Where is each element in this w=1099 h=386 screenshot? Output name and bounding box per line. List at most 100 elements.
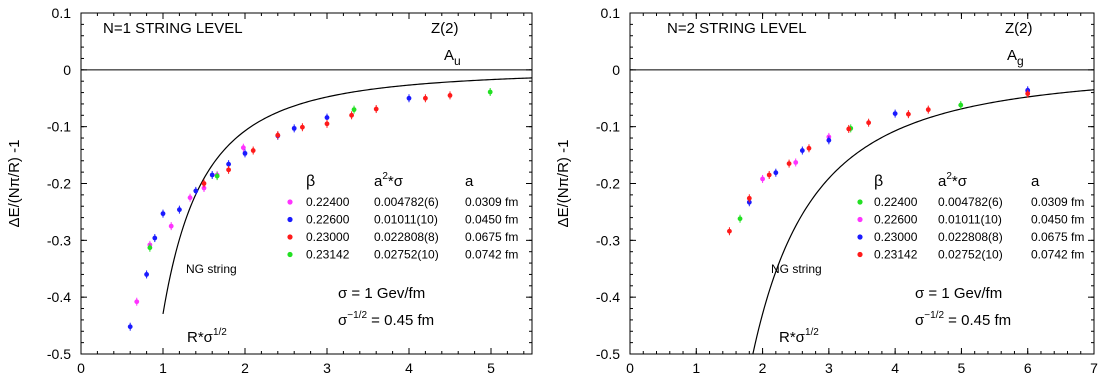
legend-marker (287, 216, 293, 223)
sigma-half-sup: −1/2 (347, 310, 367, 321)
legend-header-a: a (1031, 173, 1040, 190)
data-point (773, 170, 779, 176)
data-point (201, 185, 207, 191)
legend-a2sigma: 0.022808(8) (938, 230, 1003, 244)
legend: β a2*σ a 0.22400 0.004782(6) 0.0309 fm 0.22600… (287, 171, 518, 262)
data-point (373, 106, 379, 112)
data-point (766, 172, 772, 178)
x-tick-label: 0 (626, 360, 634, 376)
legend-beta: 0.22600 (306, 213, 350, 227)
y-tick-label: -0.1 (47, 119, 71, 135)
data-point (793, 160, 799, 165)
data-point (826, 137, 832, 143)
legend-header-rest: *σ (388, 173, 404, 190)
legend-header-rest: *σ (952, 173, 968, 190)
sigma-half-sup: −1/2 (924, 310, 944, 321)
legend-beta: 0.23000 (306, 230, 350, 244)
data-point (447, 93, 453, 98)
data-point (187, 195, 193, 201)
x-tick-label: 3 (825, 360, 833, 376)
data-point (134, 299, 140, 305)
sigma-half-rest: = 0.45 fm (367, 312, 434, 329)
data-point (240, 145, 246, 151)
legend-a: 0.0450 fm (1031, 213, 1084, 227)
x-tick-label: 3 (323, 360, 331, 376)
legend-a2sigma: 0.01011(10) (938, 213, 1002, 227)
legend-a2sigma: 0.004782(6) (374, 195, 439, 209)
x-axis-label-sup: 1/2 (805, 327, 819, 338)
y-tick-label: 0.1 (601, 5, 621, 21)
data-point (737, 216, 743, 222)
legend-a2sigma: 0.004782(6) (938, 195, 1003, 209)
legend-a2sigma: 0.01011(10) (374, 213, 438, 227)
x-tick-label: 5 (487, 360, 495, 376)
data-point (201, 181, 207, 186)
ng-string-label: NG string (186, 262, 237, 276)
x-axis-label-sup: 1/2 (213, 327, 227, 338)
data-point (324, 121, 330, 127)
sigma-half-rest: = 0.45 fm (944, 312, 1011, 329)
ng-string-curve (162, 77, 533, 315)
data-point (786, 161, 792, 167)
ng-string-label: NG string (771, 262, 822, 276)
y-tick-label: 0 (63, 62, 71, 78)
legend-a: 0.0450 fm (465, 213, 518, 227)
y-tick-label: 0.1 (52, 5, 72, 21)
legend-beta: 0.22400 (306, 195, 350, 209)
x-tick-label: 7 (1090, 360, 1098, 376)
group-label: Z(2) (431, 20, 459, 37)
legend-beta: 0.22400 (874, 195, 918, 209)
data-point (226, 167, 232, 173)
data-point (892, 111, 898, 116)
legend-marker (857, 199, 863, 205)
y-tick-label: 0 (612, 62, 620, 78)
data-point (760, 176, 765, 182)
data-point (324, 115, 330, 120)
data-point (147, 245, 153, 251)
legend-a: 0.0309 fm (1031, 195, 1084, 209)
panel-label: N=2 STRING LEVEL (667, 20, 807, 37)
data-point (1025, 91, 1031, 97)
x-tick-label: 2 (759, 360, 767, 376)
legend-beta: 0.23142 (874, 248, 918, 262)
legend-a: 0.0675 fm (1031, 230, 1084, 244)
data-point (291, 125, 297, 131)
sigma-annotation: σ = 1 Gev/fm (915, 285, 1002, 302)
sigma-annotation: σ = 1 Gev/fm (338, 285, 425, 302)
group-label: Z(2) (1005, 20, 1033, 37)
data-point (406, 95, 412, 101)
sigma-half-annotation: σ−1/2 = 0.45 fm (338, 310, 434, 329)
data-point (250, 148, 256, 153)
sigma-half-annotation: σ−1/2 = 0.45 fm (915, 310, 1011, 329)
y-tick-label: -0.4 (47, 289, 71, 305)
legend-marker (857, 234, 863, 240)
x-tick-label: 1 (692, 360, 700, 376)
irrep-subscript: g (1017, 54, 1024, 68)
x-axis-label: R*σ1/2 (187, 327, 227, 346)
data-point (226, 161, 232, 167)
panel-label: N=1 STRING LEVEL (103, 20, 243, 37)
data-point (351, 107, 357, 113)
data-point (799, 148, 805, 153)
ng-string-curve (752, 89, 1095, 355)
x-tick-label: 0 (77, 360, 85, 376)
irrep-label: Ag (1007, 47, 1024, 68)
legend-a: 0.0742 fm (465, 248, 518, 262)
legend-a2sigma: 0.02752(10) (374, 248, 439, 262)
x-tick-label: 4 (891, 360, 899, 376)
data-point (275, 132, 281, 138)
legend-a2sigma: 0.02752(10) (938, 248, 1003, 262)
data-point (144, 272, 150, 277)
data-point (242, 150, 248, 156)
plot-frame (629, 12, 1095, 355)
legend: β a2*σ a 0.22400 0.004782(6) 0.0309 fm 0.22600… (857, 171, 1084, 262)
x-tick-label: 4 (405, 360, 413, 376)
x-axis-label: R*σ1/2 (779, 327, 819, 346)
y-tick-label: -0.4 (596, 289, 620, 305)
data-point (177, 207, 182, 213)
legend-header-beta: β (306, 173, 315, 190)
legend-marker (857, 251, 863, 258)
data-point (423, 95, 428, 101)
data-point (193, 188, 199, 194)
